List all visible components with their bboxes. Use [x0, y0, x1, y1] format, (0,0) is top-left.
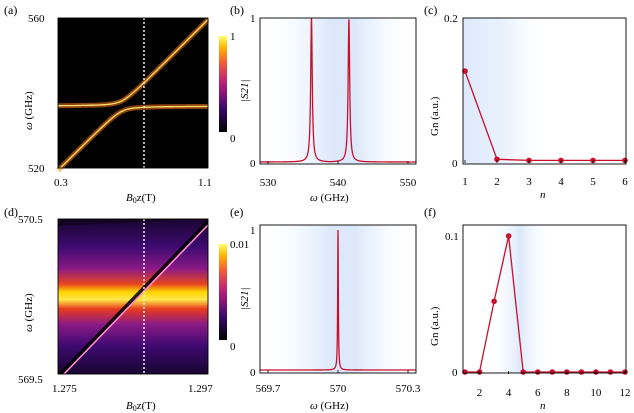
data-point	[578, 369, 585, 375]
panel-a: (a) 560 520 ω (GHz) 0.3 1.1 B0z(T) 1 0 |…	[4, 3, 251, 205]
diagonal-mode	[63, 224, 209, 375]
mode-line-1	[57, 105, 208, 171]
heatmap-d-modes	[58, 219, 209, 375]
panel-label-d: (d)	[4, 205, 18, 219]
x-tick-label: 6	[535, 387, 541, 399]
y-tick-top-a: 560	[28, 13, 45, 25]
y-tick-bottom-c: 0	[452, 158, 458, 170]
x-axis-label-b: ω (GHz)	[310, 192, 349, 204]
x-tick-label: 1	[462, 176, 468, 188]
y-tick-bottom-d: 569.5	[18, 374, 43, 386]
colorbar-a-top: 1	[230, 31, 236, 43]
x-tick-label: 5	[590, 176, 596, 188]
y-tick-top-b: 1	[250, 13, 256, 25]
colorbar-d-bottom: 0	[230, 341, 236, 353]
data-point	[549, 369, 556, 375]
data-point	[462, 68, 468, 74]
data-point	[520, 369, 526, 375]
diagonal-shadow	[58, 219, 208, 374]
y-tick-top-c: 0.2	[444, 13, 458, 25]
y-tick-bottom-a: 520	[28, 163, 45, 175]
x-axis-label-d: B0z(T)	[126, 400, 156, 413]
panel-b: (b) 1 0 530 540 550 ω (GHz)	[230, 3, 417, 204]
spectrum-b-curve	[260, 17, 416, 163]
panel-label-c: (c)	[424, 3, 437, 17]
x-ticks-e: 569.7 570 570.3	[256, 370, 421, 395]
x-tick-label: 2	[494, 176, 500, 188]
panel-d: (d) 570.5 569.5 ω (GHz) 1.275 1.297 B0z(…	[4, 205, 251, 413]
y-axis-label-c: Gn (a.u.)	[429, 96, 441, 136]
data-point	[607, 369, 614, 375]
data-point	[494, 156, 500, 163]
x-tick-left-d: 1.275	[52, 383, 77, 395]
x-tick-label: 4	[558, 176, 564, 188]
panel-c: (c) 0.2 0 1 2 3 4 5 6 Gn (a.u.) n	[424, 3, 628, 201]
y-tick-bottom-e: 0	[250, 367, 256, 379]
x-tick-label: 4	[506, 387, 512, 399]
x-tick-label: 569.7	[256, 383, 281, 395]
y-tick-top-d: 570.5	[18, 214, 43, 226]
x-tick-label: 6	[622, 176, 628, 188]
x-tick-label: 2	[477, 387, 483, 399]
x-axis-label-c: n	[540, 189, 546, 201]
x-ticks-c: 1 2 3 4 5 6	[462, 160, 628, 188]
y-tick-top-e: 1	[250, 225, 256, 237]
x-tick-label: 570	[330, 383, 347, 395]
corner-shade	[58, 219, 196, 226]
panel-label-e: (e)	[230, 205, 243, 219]
data-point	[505, 233, 512, 239]
highlight-c	[463, 18, 626, 164]
colorbar-d-top: 0.01	[230, 239, 249, 251]
y-tick-bottom-f: 0	[452, 367, 458, 379]
x-tick-label: 530	[260, 177, 277, 189]
colorbar-a-bottom: 0	[230, 133, 236, 145]
y-tick-top-f: 0.1	[445, 231, 459, 243]
x-tick-label: 540	[330, 177, 347, 189]
y-axis-label-d: ω (GHz)	[23, 293, 35, 332]
series-line	[464, 70, 625, 162]
data-point	[491, 298, 497, 305]
panel-f: (f) 0.1 0 2 4 6 8 10 12 Gn (a.u.) n	[424, 205, 631, 412]
highlight-f	[463, 225, 626, 373]
colorbar-d	[219, 244, 227, 340]
x-axis-label-a: B0z(T)	[126, 192, 156, 205]
x-tick-label: 570.3	[396, 383, 421, 395]
colorbar-d-label: |S21|	[239, 287, 251, 310]
colorbar-a	[219, 36, 227, 132]
spectrum-e-curve	[260, 229, 416, 371]
x-tick-right-d: 1.297	[188, 383, 213, 395]
x-tick-label: 8	[564, 387, 570, 399]
y-axis-label-a: ω (GHz)	[23, 91, 35, 130]
x-ticks-f: 2 4 6 8 10 12	[477, 371, 631, 399]
mode-line-0	[58, 19, 209, 107]
y-tick-bottom-b: 0	[250, 158, 256, 170]
y-axis-label-f: Gn (a.u.)	[429, 306, 441, 346]
x-axis-label-e: ω (GHz)	[310, 400, 349, 412]
x-axis-label-f: n	[540, 400, 546, 412]
panel-label-b: (b)	[230, 3, 244, 17]
x-tick-left-a: 0.3	[54, 177, 68, 189]
x-ticks-b: 530 540 550	[260, 161, 417, 189]
highlight-b	[260, 18, 416, 164]
panel-label-f: (f)	[424, 205, 436, 219]
x-tick-label: 3	[526, 176, 532, 188]
heatmap-a-modes	[56, 17, 210, 173]
panel-label-a: (a)	[4, 3, 17, 17]
x-tick-right-a: 1.1	[198, 177, 212, 189]
panel-e: (e) 1 0 569.7 570 570.3 ω (GHz)	[230, 205, 421, 412]
x-tick-label: 550	[400, 177, 417, 189]
x-tick-label: 10	[590, 387, 602, 399]
x-tick-label: 12	[620, 387, 631, 399]
colorbar-a-label: |S21|	[239, 79, 251, 102]
